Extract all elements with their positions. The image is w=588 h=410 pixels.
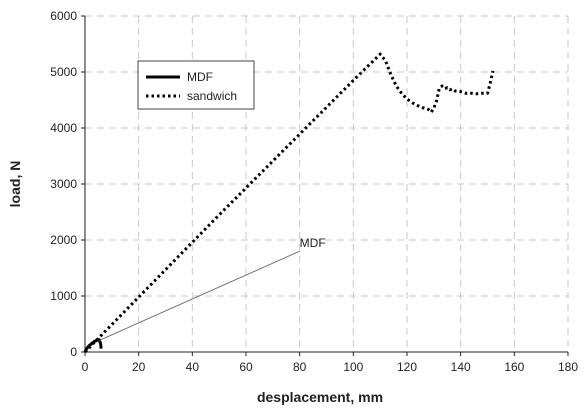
legend-label-mdf: MDF (187, 70, 213, 84)
annotation-label: MDF (300, 236, 326, 250)
x-axis-title: desplacement, mm (257, 389, 383, 405)
series-line-sandwich (83, 52, 495, 354)
x-tick-label: 80 (293, 360, 307, 374)
y-tick-label: 2000 (50, 233, 77, 247)
x-tick-label: 180 (558, 360, 578, 374)
x-tick-label: 120 (397, 360, 417, 374)
legend-box (137, 60, 255, 110)
x-tick-label: 140 (451, 360, 471, 374)
grid (85, 15, 569, 352)
y-tick-label: 0 (70, 345, 77, 359)
series-line-mdf (83, 338, 103, 353)
x-tick-label: 0 (82, 360, 89, 374)
y-tick-label: 4000 (50, 121, 77, 135)
series-layer (83, 52, 495, 354)
annotation-leader-line (98, 250, 300, 342)
x-tick-label: 100 (343, 360, 363, 374)
x-tick-label: 20 (132, 360, 146, 374)
legend: MDF sandwich (137, 60, 255, 110)
x-tick-label: 40 (186, 360, 200, 374)
tick-labels: 0 20 40 60 80 100 120 140 160 180 0 1000 2000 3000 400… (50, 9, 578, 374)
y-axis-title: load, N (7, 161, 23, 208)
annotation: MDF (98, 236, 326, 342)
y-tick-label: 3000 (50, 177, 77, 191)
y-tick-label: 5000 (50, 65, 77, 79)
x-tick-label: 60 (239, 360, 253, 374)
x-tick-label: 160 (504, 360, 524, 374)
y-tick-label: 1000 (50, 289, 77, 303)
legend-label-sandwich: sandwich (187, 89, 237, 103)
y-tick-label: 6000 (50, 9, 77, 23)
